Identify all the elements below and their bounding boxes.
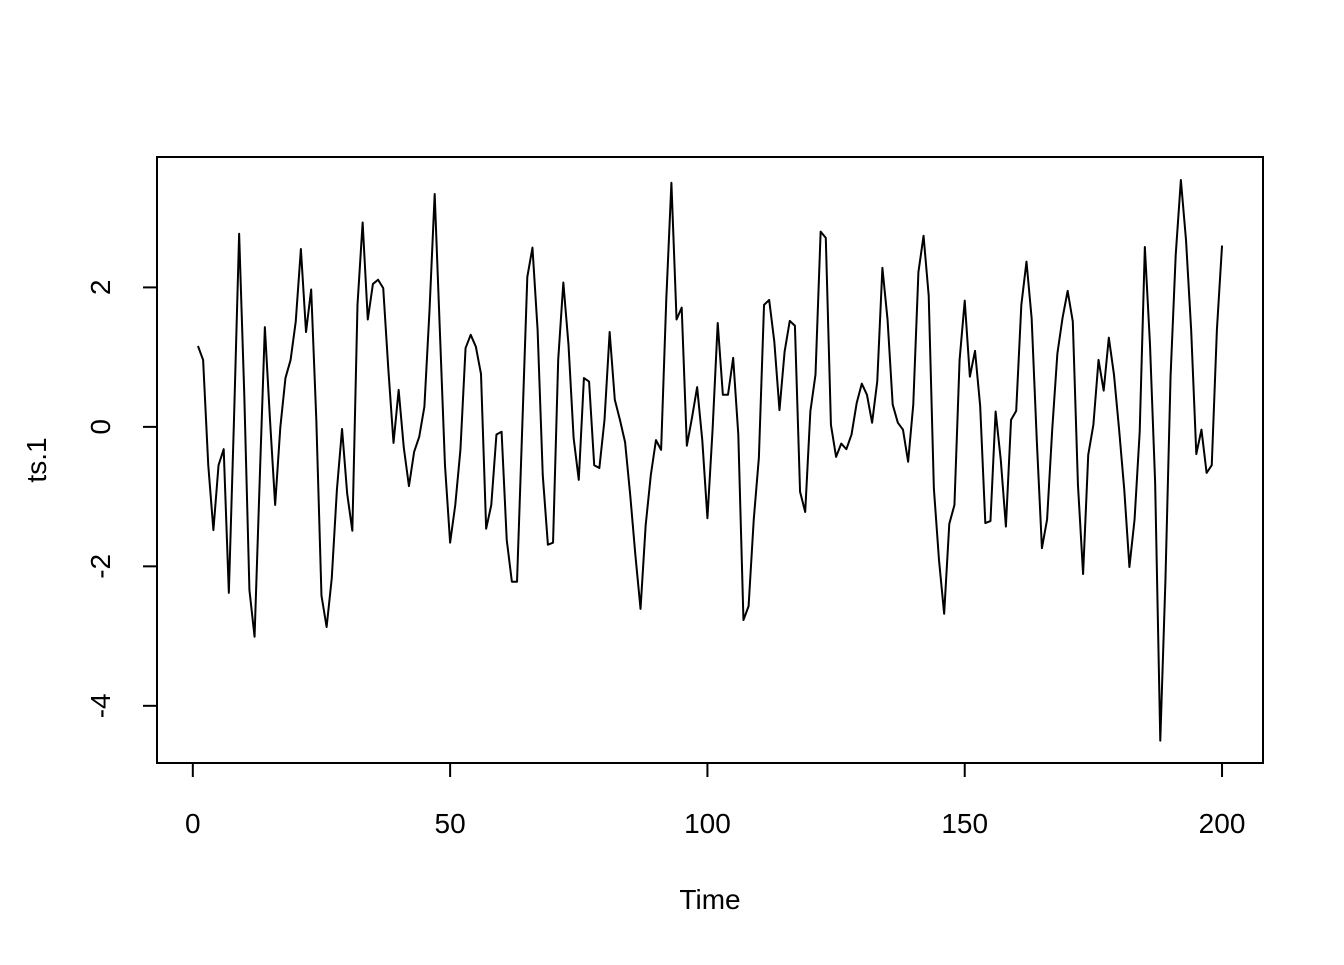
y-tick-label: -2 bbox=[85, 554, 116, 579]
x-tick-label: 150 bbox=[941, 808, 988, 839]
x-axis-label: Time bbox=[679, 884, 740, 915]
y-tick-label: 0 bbox=[85, 419, 116, 435]
y-tick-label: 2 bbox=[85, 280, 116, 296]
x-tick-label: 200 bbox=[1199, 808, 1246, 839]
x-tick-label: 0 bbox=[185, 808, 201, 839]
x-tick-label: 50 bbox=[435, 808, 466, 839]
series-line bbox=[197, 179, 1224, 742]
y-tick-label: -4 bbox=[85, 693, 116, 718]
x-tick-label: 100 bbox=[684, 808, 731, 839]
y-axis-label: ts.1 bbox=[21, 437, 52, 482]
